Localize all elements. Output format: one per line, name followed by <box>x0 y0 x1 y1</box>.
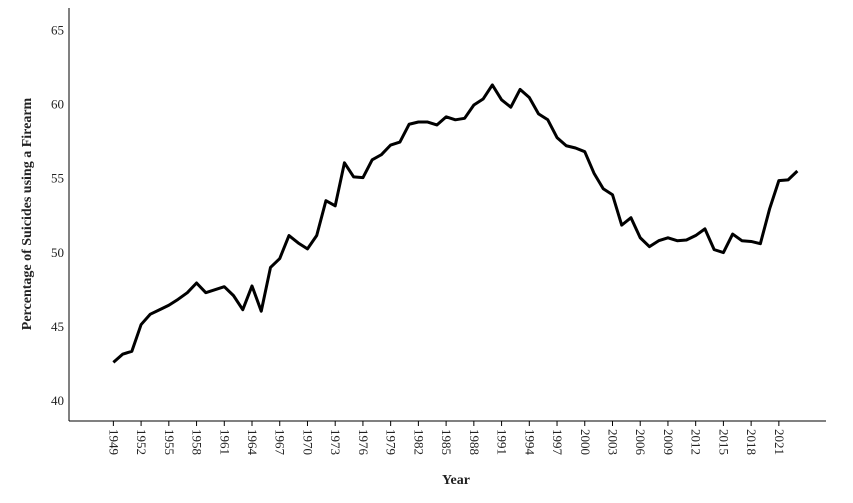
x-tick-label: 1982 <box>411 429 426 455</box>
x-tick-label: 2000 <box>578 429 593 455</box>
y-axis-title: Percentage of Suicides using a Firearm <box>20 97 35 330</box>
x-tick-label: 1985 <box>439 429 454 455</box>
y-tick-label: 40 <box>51 393 64 408</box>
x-tick-label: 2018 <box>744 429 759 455</box>
y-tick-label: 55 <box>51 171 64 186</box>
x-tick-label: 1955 <box>162 429 177 455</box>
x-tick-label: 1970 <box>300 429 315 455</box>
x-tick-label: 2003 <box>605 429 620 455</box>
x-tick-label: 1976 <box>356 429 371 456</box>
x-axis-title: Year <box>442 473 470 488</box>
x-tick-label: 2021 <box>772 429 787 455</box>
x-tick-label: 2006 <box>633 429 648 456</box>
x-tick-label: 1979 <box>384 429 399 455</box>
x-tick-label: 1964 <box>245 429 260 456</box>
x-tick-label: 1961 <box>217 429 232 455</box>
x-tick-label: 1973 <box>328 429 343 455</box>
x-tick-label: 1958 <box>190 429 205 455</box>
y-tick-label: 60 <box>51 96 64 111</box>
y-tick-label: 45 <box>51 319 64 334</box>
x-tick-label: 1994 <box>522 429 537 456</box>
x-tick-label: 1988 <box>467 429 482 455</box>
data-line <box>112 83 799 364</box>
x-tick-label: 1991 <box>495 429 510 455</box>
y-tick-label: 65 <box>51 22 64 37</box>
x-tick-label: 2009 <box>661 429 676 455</box>
x-tick-label: 1952 <box>134 429 149 455</box>
x-tick-label: 2015 <box>716 429 731 455</box>
x-tick-label: 2012 <box>689 429 704 455</box>
y-tick-label: 50 <box>51 245 64 260</box>
x-tick-label: 1949 <box>106 429 121 455</box>
x-tick-label: 1967 <box>273 429 288 456</box>
x-tick-label: 1997 <box>550 429 565 456</box>
